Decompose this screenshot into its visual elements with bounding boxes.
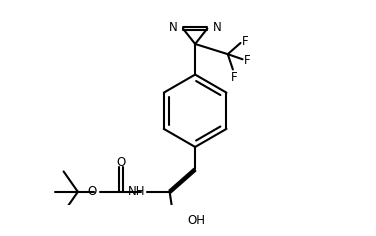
Text: OH: OH [187, 214, 205, 227]
Text: F: F [242, 35, 249, 48]
Text: F: F [244, 54, 250, 67]
Text: O: O [116, 156, 125, 169]
Text: F: F [230, 71, 237, 84]
Text: N: N [168, 21, 177, 34]
Text: O: O [87, 185, 96, 198]
Text: NH: NH [128, 185, 146, 198]
Text: N: N [213, 21, 222, 34]
